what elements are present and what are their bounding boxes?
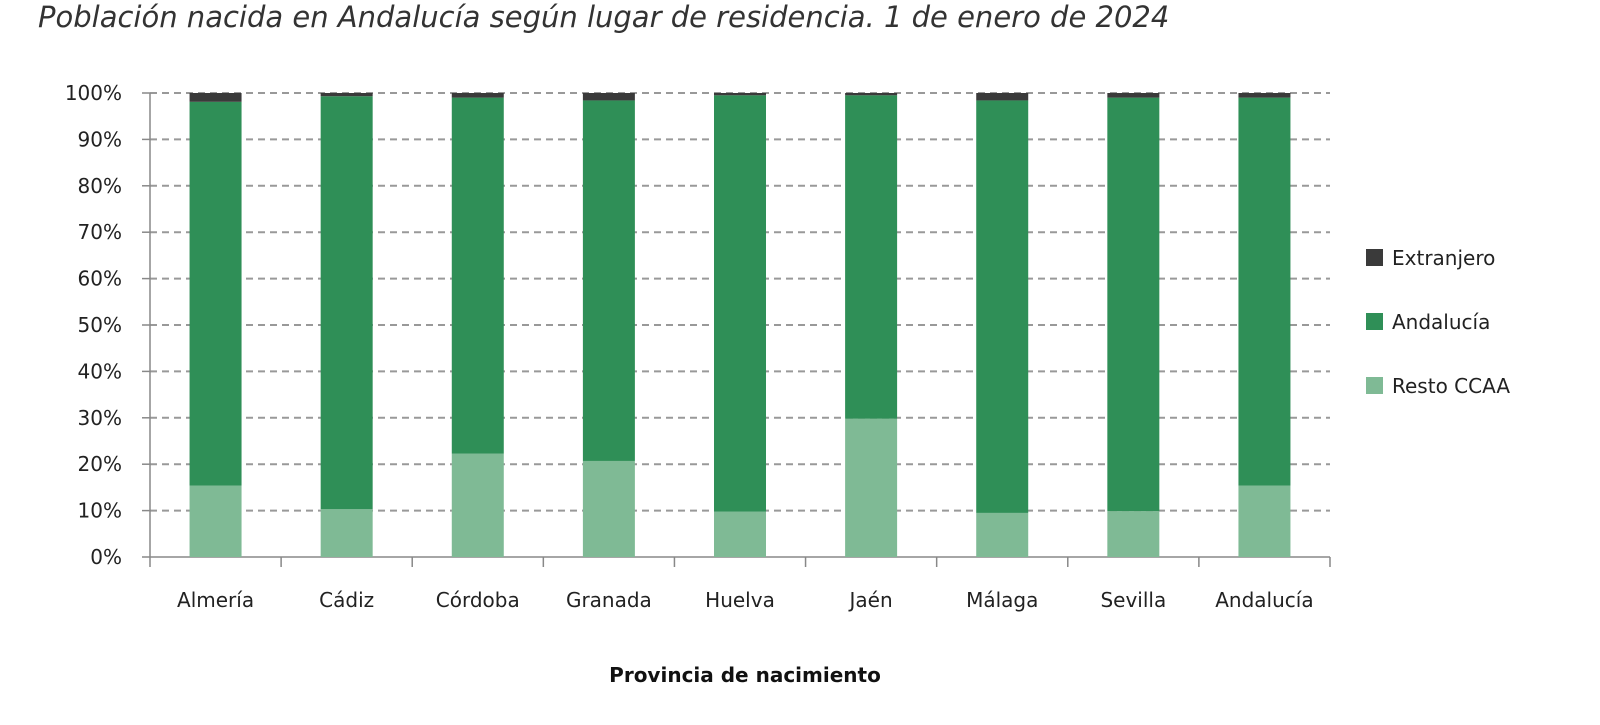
legend-swatch — [1366, 249, 1383, 266]
bar-extranjero-jaén — [845, 93, 898, 96]
x-tick-label: Almería — [177, 588, 254, 612]
legend-label: Andalucía — [1392, 310, 1490, 334]
bar-resto-ccaa-andalucía — [1238, 485, 1291, 557]
x-tick-label: Jaén — [848, 588, 893, 612]
y-tick-label: 70% — [78, 220, 122, 244]
legend-swatch — [1366, 377, 1383, 394]
bar-resto-ccaa-málaga — [976, 512, 1029, 557]
bar-resto-ccaa-almería — [189, 485, 242, 557]
bar-andalucía-almería — [189, 101, 242, 486]
x-tick-label: Huelva — [705, 588, 775, 612]
legend-label: Resto CCAA — [1392, 374, 1510, 398]
y-tick-label: 90% — [78, 127, 122, 151]
x-tick-label: Andalucía — [1215, 588, 1313, 612]
bar-extranjero-andalucía — [1238, 93, 1291, 98]
bar-andalucía-andalucía — [1238, 97, 1291, 486]
y-tick-label: 10% — [78, 499, 122, 523]
bar-andalucía-jaén — [845, 95, 898, 419]
x-tick-label: Sevilla — [1100, 588, 1166, 612]
bar-andalucía-cádiz — [320, 96, 373, 510]
bar-extranjero-sevilla — [1107, 93, 1160, 98]
y-tick-label: 80% — [78, 174, 122, 198]
bar-extranjero-córdoba — [451, 93, 504, 98]
bar-andalucía-málaga — [976, 100, 1029, 513]
bar-extranjero-granada — [582, 93, 635, 101]
legend-swatch — [1366, 313, 1383, 330]
bar-resto-ccaa-huelva — [714, 511, 766, 557]
x-tick-label: Cádiz — [319, 588, 374, 612]
x-axis-title: Provincia de nacimiento — [609, 663, 881, 687]
bar-resto-ccaa-granada — [582, 460, 635, 557]
x-tick-label: Córdoba — [436, 588, 520, 612]
bar-andalucía-sevilla — [1107, 97, 1160, 512]
bar-andalucía-huelva — [714, 95, 766, 512]
y-tick-label: 30% — [78, 406, 122, 430]
y-tick-label: 20% — [78, 452, 122, 476]
y-tick-label: 100% — [65, 81, 122, 105]
y-tick-label: 50% — [78, 313, 122, 337]
y-tick-label: 40% — [78, 359, 122, 383]
bar-andalucía-córdoba — [451, 97, 504, 454]
chart-title: Población nacida en Andalucía según luga… — [38, 0, 1170, 34]
bar-andalucía-granada — [582, 100, 635, 461]
bar-extranjero-almería — [189, 93, 242, 102]
bar-resto-ccaa-cádiz — [320, 509, 373, 557]
bar-resto-ccaa-sevilla — [1107, 511, 1160, 557]
bar-extranjero-málaga — [976, 93, 1029, 101]
bar-extranjero-huelva — [714, 93, 766, 96]
x-tick-label: Málaga — [966, 588, 1038, 612]
y-tick-label: 60% — [78, 267, 122, 291]
bar-resto-ccaa-córdoba — [451, 453, 504, 557]
legend-label: Extranjero — [1392, 246, 1495, 270]
x-tick-label: Granada — [566, 588, 652, 612]
bar-extranjero-cádiz — [320, 93, 373, 97]
bar-resto-ccaa-jaén — [845, 418, 898, 557]
y-tick-label: 0% — [90, 545, 122, 569]
